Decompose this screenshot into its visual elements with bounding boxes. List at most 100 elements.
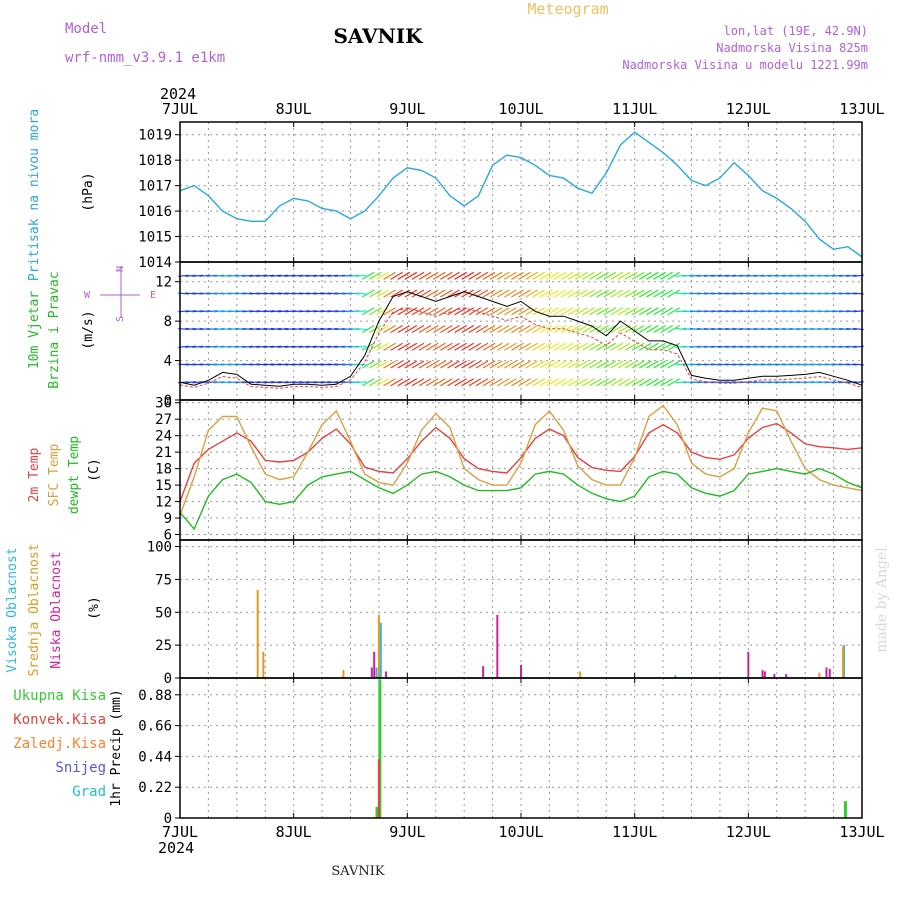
wind-barb [496, 325, 510, 334]
wind-barb [725, 310, 736, 313]
wind-barb [518, 289, 531, 298]
wind-barb [306, 345, 317, 348]
wind-barb [532, 378, 546, 387]
wind-barb [753, 310, 765, 313]
wind-barb [560, 325, 574, 334]
wind-barb [710, 363, 722, 366]
wind-barb [803, 274, 815, 277]
pressure-line [179, 131, 863, 258]
high-cloud-bar [375, 667, 378, 678]
wind-barb [624, 307, 638, 316]
wind-barb [782, 345, 793, 348]
wind-barb [560, 307, 574, 316]
low-cloud-bar [773, 674, 776, 678]
bottom-x-tick-label: 13JUL [839, 823, 884, 841]
wind-barb [575, 378, 588, 387]
y-axis-label: Srednja Oblacnost [27, 543, 42, 676]
wind-barb [256, 274, 268, 277]
wind-barb [334, 345, 346, 348]
wind-barb [718, 310, 729, 313]
wind-barb [482, 289, 496, 298]
wind-barb [703, 274, 715, 277]
wind-barb [575, 342, 588, 351]
wind-barb [263, 292, 275, 295]
wind-barb [418, 342, 432, 351]
wind-barb [710, 327, 722, 331]
wind-barb [376, 360, 389, 369]
wind-barb [270, 363, 282, 366]
low-cloud-bar [747, 651, 750, 678]
wind-barb [567, 307, 581, 316]
wind-barb [617, 307, 631, 316]
model-label: Model [65, 21, 107, 37]
y-tick-label: 75 [155, 572, 172, 588]
wind-barb [440, 271, 453, 280]
y-axis-label: Pritisak na nivou mora [27, 109, 42, 281]
wind-barb [718, 381, 729, 384]
wind-barb [432, 342, 446, 351]
wind-barb [845, 363, 857, 366]
wind-barb [803, 327, 815, 331]
wind-barb [589, 307, 602, 316]
panel-frame [179, 539, 863, 679]
wind-barb [383, 342, 396, 351]
wind-barb [220, 310, 232, 313]
wind-barb [291, 292, 303, 295]
wind-barb [397, 360, 411, 369]
wind-barb [774, 381, 786, 384]
y-axis-label: (hPa) [81, 172, 96, 211]
top-x-tick-label: 9JUL [389, 100, 425, 118]
y-axis-label: 1hr Precip (mm) [109, 689, 124, 806]
wind-barb [291, 345, 303, 348]
bottom-x-tick-label: 9JUL [389, 823, 425, 841]
wind-barb [817, 327, 829, 331]
y-tick-label: 15 [155, 478, 172, 494]
wind-barb [603, 271, 617, 280]
wind-barb [596, 289, 610, 298]
wind-barb [682, 292, 694, 295]
low-cloud-bar [496, 614, 499, 678]
wind-barb [496, 378, 510, 387]
low-cloud-bar [482, 666, 485, 678]
wind-barb [518, 325, 531, 334]
wind-barb [732, 310, 744, 313]
wind-barb [496, 289, 510, 298]
wind-barb [696, 274, 708, 277]
wind-barb [355, 345, 367, 348]
wind-barb [298, 363, 310, 366]
wind-barb [249, 363, 260, 366]
wind-barb [192, 292, 204, 295]
wind-barb [348, 345, 360, 348]
legend-hail: Grad [72, 784, 106, 800]
wind-barb [567, 289, 581, 298]
wind-barb [760, 345, 772, 348]
wind-barb [696, 363, 708, 366]
wind-barb [192, 274, 204, 277]
wind-barb [249, 274, 260, 277]
wind-barb [397, 378, 411, 387]
wind-barb [468, 289, 482, 298]
wind-barb [646, 325, 659, 334]
wind-barb [639, 307, 652, 316]
y-tick-label: 8 [164, 314, 172, 330]
wind-barb [624, 360, 638, 369]
mid-cloud-bar [256, 589, 259, 678]
wind-barb [242, 310, 253, 313]
wind-barb [617, 360, 631, 369]
wind-barb [376, 307, 389, 316]
wind-barb [306, 310, 317, 313]
wind-barb [760, 292, 772, 295]
wind-barb [482, 378, 496, 387]
wind-barb [739, 274, 751, 277]
low-cloud-bar [370, 667, 373, 678]
wind-barb [298, 310, 310, 313]
top-x-tick-label: 8JUL [276, 100, 312, 118]
lonlat-label: lon,lat (19E, 42.9N) [724, 24, 869, 38]
wind-barb [553, 307, 567, 316]
wind-barb [355, 310, 367, 313]
wind-barb [242, 274, 253, 277]
wind-barb [789, 381, 800, 384]
wind-barb [739, 327, 751, 331]
wind-barb [732, 274, 744, 277]
wind-barb [263, 274, 275, 277]
